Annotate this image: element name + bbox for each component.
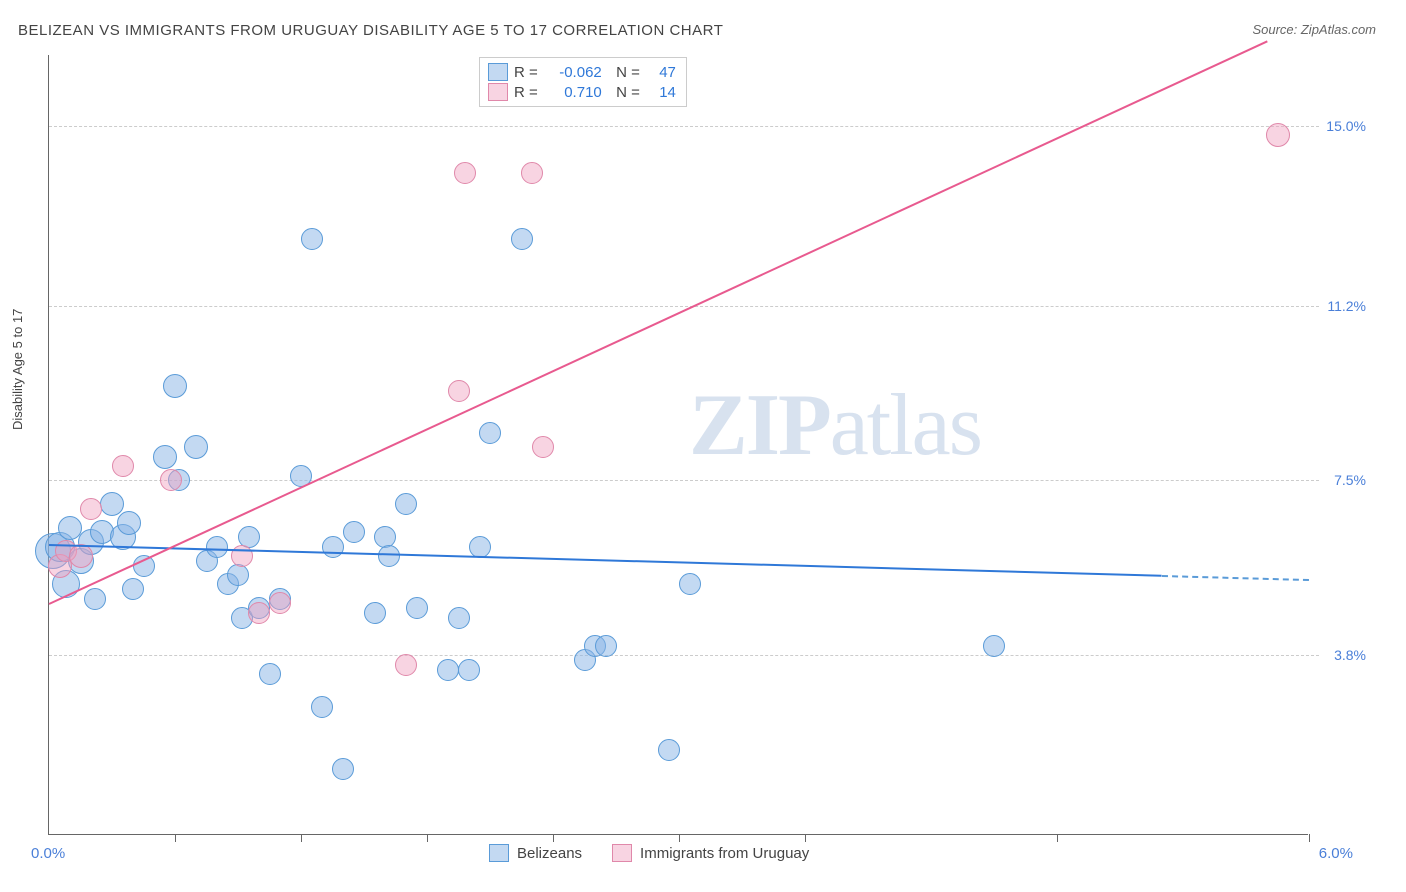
scatter-point <box>301 228 323 250</box>
scatter-point <box>406 597 428 619</box>
gridline <box>49 306 1319 307</box>
scatter-point <box>122 578 144 600</box>
swatch-blue-icon <box>489 844 509 862</box>
y-axis-label: Disability Age 5 to 17 <box>10 309 25 430</box>
scatter-point <box>160 469 182 491</box>
scatter-point <box>311 696 333 718</box>
scatter-point <box>1266 123 1290 147</box>
scatter-point <box>343 521 365 543</box>
scatter-point <box>532 436 554 458</box>
scatter-point <box>259 663 281 685</box>
x-tick <box>553 834 554 842</box>
scatter-point <box>69 544 93 568</box>
scatter-point <box>521 162 543 184</box>
scatter-point <box>595 635 617 657</box>
scatter-point <box>395 493 417 515</box>
legend-row-pink: R = 0.710 N = 14 <box>488 82 676 102</box>
scatter-point <box>469 536 491 558</box>
series-legend: Belizeans Immigrants from Uruguay <box>489 844 809 862</box>
scatter-point <box>679 573 701 595</box>
stats-legend: R = -0.062 N = 47 R = 0.710 N = 14 <box>479 57 687 107</box>
y-tick-label: 7.5% <box>1316 472 1366 488</box>
x-tick <box>427 834 428 842</box>
scatter-point <box>395 654 417 676</box>
x-axis-max-label: 6.0% <box>1319 845 1353 862</box>
source-attribution: Source: ZipAtlas.com <box>1252 22 1376 37</box>
scatter-point <box>163 374 187 398</box>
swatch-pink-icon <box>612 844 632 862</box>
swatch-blue-icon <box>488 63 508 81</box>
scatter-point <box>227 564 249 586</box>
scatter-point <box>479 422 501 444</box>
gridline <box>49 480 1319 481</box>
scatter-plot: ZIPatlas R = -0.062 N = 47 R = 0.710 N =… <box>48 55 1308 835</box>
scatter-point <box>511 228 533 250</box>
scatter-point <box>332 758 354 780</box>
gridline <box>49 126 1319 127</box>
watermark-text: ZIPatlas <box>689 375 981 476</box>
scatter-point <box>100 492 124 516</box>
gridline <box>49 655 1319 656</box>
scatter-point <box>364 602 386 624</box>
x-axis-min-label: 0.0% <box>31 845 65 862</box>
scatter-point <box>184 435 208 459</box>
y-tick-label: 15.0% <box>1316 118 1366 134</box>
scatter-point <box>322 536 344 558</box>
x-tick <box>1057 834 1058 842</box>
legend-row-blue: R = -0.062 N = 47 <box>488 62 676 82</box>
legend-item-belizeans: Belizeans <box>489 844 582 862</box>
scatter-point <box>458 659 480 681</box>
x-tick <box>175 834 176 842</box>
scatter-point <box>269 592 291 614</box>
scatter-point <box>112 455 134 477</box>
scatter-point <box>84 588 106 610</box>
scatter-point <box>448 380 470 402</box>
legend-item-uruguay: Immigrants from Uruguay <box>612 844 809 862</box>
scatter-point <box>153 445 177 469</box>
y-tick-label: 11.2% <box>1316 298 1366 314</box>
scatter-point <box>454 162 476 184</box>
x-tick <box>679 834 680 842</box>
scatter-point <box>658 739 680 761</box>
scatter-point <box>448 607 470 629</box>
chart-title: BELIZEAN VS IMMIGRANTS FROM URUGUAY DISA… <box>18 22 723 39</box>
scatter-point <box>80 498 102 520</box>
scatter-point <box>437 659 459 681</box>
regression-line-blue-dash <box>1162 575 1309 581</box>
x-tick <box>301 834 302 842</box>
y-tick-label: 3.8% <box>1316 647 1366 663</box>
swatch-pink-icon <box>488 83 508 101</box>
x-tick <box>805 834 806 842</box>
scatter-point <box>378 545 400 567</box>
scatter-point <box>248 602 270 624</box>
scatter-point <box>206 536 228 558</box>
scatter-point <box>117 511 141 535</box>
scatter-point <box>983 635 1005 657</box>
x-tick <box>1309 834 1310 842</box>
